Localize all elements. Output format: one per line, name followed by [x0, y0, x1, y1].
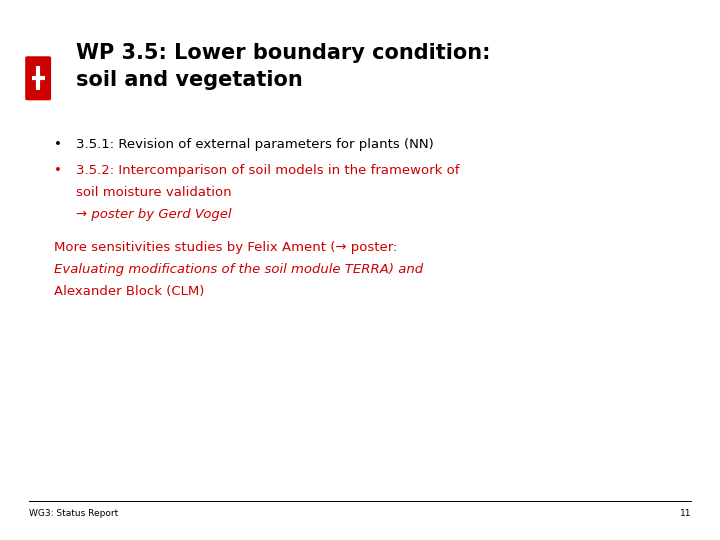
Text: Evaluating modifications of the soil module TERRA) and: Evaluating modifications of the soil mod… — [54, 264, 423, 276]
Text: WG3: Status Report: WG3: Status Report — [29, 509, 118, 518]
Text: More sensitivities studies by Felix Ament (→ poster:: More sensitivities studies by Felix Amen… — [54, 241, 397, 254]
Text: 11: 11 — [680, 509, 691, 518]
Text: 3.5.1: Revision of external parameters for plants (NN): 3.5.1: Revision of external parameters f… — [76, 138, 433, 151]
Text: •: • — [54, 138, 62, 151]
Text: soil and vegetation: soil and vegetation — [76, 70, 302, 90]
FancyBboxPatch shape — [26, 57, 50, 99]
Text: •: • — [54, 164, 62, 177]
Text: WP 3.5: Lower boundary condition:: WP 3.5: Lower boundary condition: — [76, 43, 490, 63]
Text: Alexander Block (CLM): Alexander Block (CLM) — [54, 286, 204, 299]
Text: soil moisture validation: soil moisture validation — [76, 186, 231, 199]
Text: 3.5.2: Intercomparison of soil models in the framework of: 3.5.2: Intercomparison of soil models in… — [76, 164, 459, 177]
Text: → poster by Gerd Vogel: → poster by Gerd Vogel — [76, 208, 231, 221]
